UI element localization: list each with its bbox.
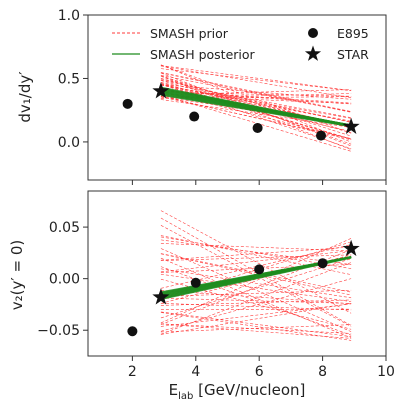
prior-line — [160, 303, 352, 311]
prior-line — [160, 75, 352, 137]
legend-posterior-label: SMASH posterior — [150, 47, 256, 62]
top-plot-frame — [87, 14, 387, 181]
prior-line — [160, 303, 352, 335]
prior-line — [160, 254, 352, 261]
prior-line — [160, 94, 352, 152]
prior-line — [160, 241, 352, 299]
legend-e895-label: E895 — [337, 26, 369, 41]
top-data-points — [122, 82, 360, 141]
y-tick-label: 0.05 — [49, 220, 80, 236]
e895-point — [190, 277, 201, 288]
bottom-data-points — [127, 239, 360, 337]
prior-line — [160, 248, 352, 332]
prior-line — [160, 297, 352, 304]
prior-line — [160, 210, 352, 314]
y-tick-label: −0.05 — [37, 323, 80, 339]
posterior-line — [160, 86, 352, 127]
legend-e895-marker — [308, 28, 318, 38]
prior-line — [160, 311, 352, 337]
star-point — [342, 239, 360, 257]
x-tick-label: 4 — [191, 364, 200, 380]
bottom-y-axis-label: v₂(y′ = 0) — [8, 240, 26, 311]
top-y-axis: 1.0 0.5 0.0 — [58, 8, 88, 151]
prior-line — [160, 72, 352, 113]
bottom-prior-lines — [160, 210, 352, 341]
prior-line — [160, 217, 352, 326]
prior-line — [160, 75, 352, 150]
x-axis-label-main: E — [169, 381, 178, 399]
e895-point — [127, 326, 138, 337]
prior-line — [160, 83, 352, 140]
x-tick-label: 10 — [377, 364, 395, 380]
x-axis-label-sub: lab — [178, 391, 193, 402]
y-tick-label: 1.0 — [58, 8, 80, 24]
prior-line — [160, 246, 352, 261]
x-tick-label: 8 — [318, 364, 327, 380]
prior-line — [160, 68, 352, 92]
legend-prior-label: SMASH prior — [150, 26, 229, 41]
prior-line — [160, 273, 352, 302]
star-point — [342, 117, 360, 134]
prior-line — [160, 324, 352, 333]
bottom-plot-frame — [87, 190, 387, 357]
e895-point — [252, 122, 263, 133]
prior-line — [160, 323, 352, 339]
legend-star-label: STAR — [337, 47, 369, 62]
prior-line — [160, 323, 352, 334]
prior-line — [160, 65, 352, 99]
e895-point — [317, 258, 328, 269]
x-tick-label: 6 — [255, 364, 264, 380]
top-x-axis-ticks — [131, 180, 387, 185]
prior-line — [160, 235, 352, 275]
prior-line — [160, 243, 352, 252]
legend-star-marker — [304, 45, 322, 61]
prior-line — [160, 78, 352, 129]
x-axis-label-units: [GeV/nucleon] — [193, 381, 305, 399]
prior-line — [160, 289, 352, 297]
prior-line — [160, 312, 352, 341]
prior-line — [160, 278, 352, 332]
y-tick-label: 0.00 — [49, 272, 80, 288]
prior-line — [160, 250, 352, 273]
bottom-panel: 0.05 0.00 −0.05 2 4 6 8 10 v₂(y′ = 0) Elab [Ge… — [8, 190, 395, 402]
prior-line — [160, 82, 352, 118]
prior-line — [160, 262, 352, 335]
prior-line — [160, 90, 352, 104]
prior-line — [160, 80, 352, 134]
prior-line — [160, 84, 352, 100]
y-tick-label: 0.0 — [58, 135, 80, 151]
bottom-y-axis: 0.05 0.00 −0.05 — [37, 220, 88, 339]
prior-line — [160, 268, 352, 299]
bottom-x-axis: 2 4 6 8 10 — [128, 356, 395, 380]
prior-line — [160, 257, 352, 339]
top-y-axis-label: dv₁/dy′ — [16, 71, 34, 123]
e895-point — [254, 264, 265, 275]
x-axis-label: Elab [GeV/nucleon] — [169, 381, 306, 402]
top-posterior-lines — [160, 86, 352, 128]
legend: SMASH prior SMASH posterior E895 STAR — [112, 26, 369, 62]
y-tick-label: 0.5 — [58, 71, 80, 87]
star-point — [152, 288, 170, 305]
top-panel: 1.0 0.5 0.0 dv₁/dy′ SMASH prior SMASH post… — [16, 8, 387, 185]
prior-line — [160, 258, 352, 319]
e895-point — [189, 111, 200, 122]
prior-line — [160, 239, 352, 265]
x-tick-label: 2 — [128, 364, 137, 380]
star-point — [152, 82, 170, 99]
e895-point — [122, 98, 133, 109]
e895-point — [316, 130, 327, 141]
prior-line — [160, 64, 352, 134]
prior-line — [160, 99, 352, 128]
prior-line — [160, 65, 352, 91]
